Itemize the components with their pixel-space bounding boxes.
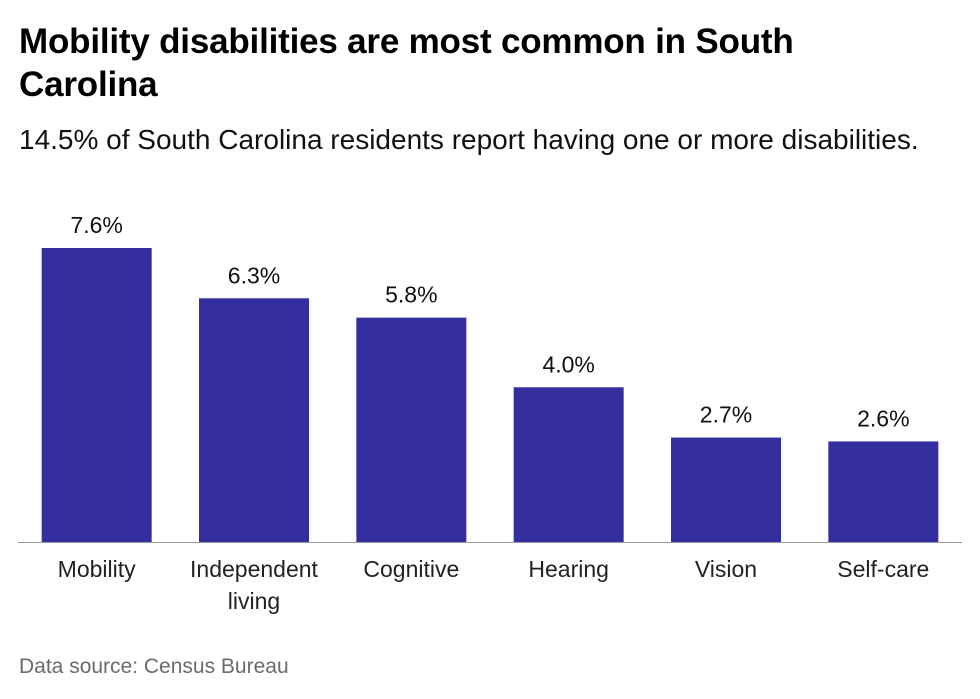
chart-title: Mobility disabilities are most common in…: [19, 22, 794, 104]
category-label: Vision: [695, 556, 757, 582]
category-label: Hearing: [528, 556, 609, 582]
bar-mobility: [41, 248, 152, 542]
category-label: Mobility: [58, 556, 136, 582]
chart-subtitle: 14.5% of South Carolina residents report…: [19, 124, 919, 155]
value-label: 6.3%: [228, 262, 280, 288]
bar-self-care: [828, 441, 939, 542]
category-label: Self-care: [837, 556, 929, 582]
value-label: 4.0%: [542, 351, 594, 377]
value-label: 5.8%: [385, 282, 437, 308]
bar-independent-living: [199, 298, 309, 542]
category-label: Cognitive: [363, 556, 459, 582]
value-label: 7.6%: [70, 212, 122, 238]
data-source-note: Data source: Census Bureau: [19, 655, 289, 678]
bar-cognitive: [356, 317, 467, 542]
category-label: Independent living: [190, 556, 319, 614]
value-label: 2.7%: [700, 402, 752, 428]
bar-vision: [671, 437, 781, 542]
bar-hearing: [513, 387, 624, 542]
value-label: 2.6%: [857, 405, 909, 431]
